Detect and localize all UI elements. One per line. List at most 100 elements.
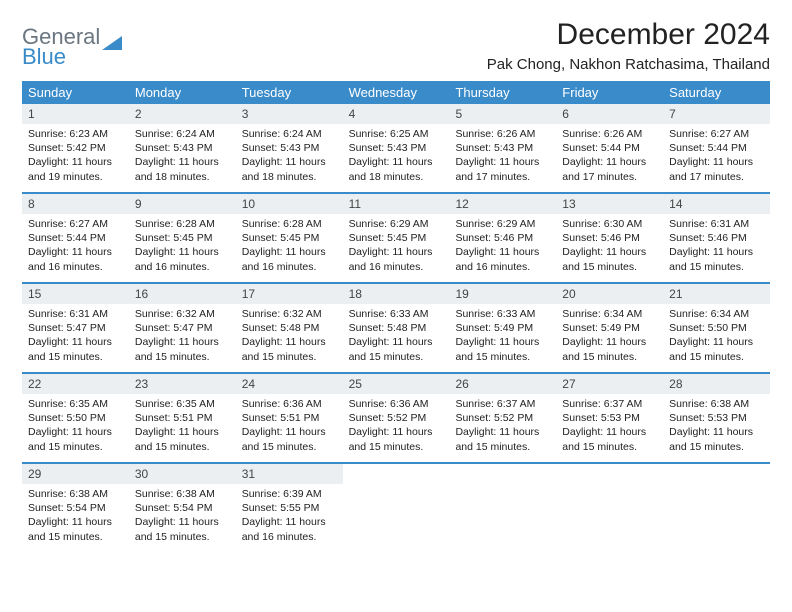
sunrise-text: Sunrise: 6:30 AM — [562, 217, 657, 231]
sunrise-text: Sunrise: 6:37 AM — [562, 397, 657, 411]
daylight-text: Daylight: 11 hours and 15 minutes. — [135, 425, 230, 453]
sunset-text: Sunset: 5:43 PM — [455, 141, 550, 155]
day-cell: 5 Sunrise: 6:26 AMSunset: 5:43 PMDaylight… — [449, 104, 556, 192]
daylight-text: Daylight: 11 hours and 16 minutes. — [28, 245, 123, 273]
day-cell — [663, 464, 770, 552]
sunrise-text: Sunrise: 6:28 AM — [242, 217, 337, 231]
daylight-text: Daylight: 11 hours and 18 minutes. — [349, 155, 444, 183]
dow-cell: Sunday — [22, 81, 129, 104]
daylight-text: Daylight: 11 hours and 15 minutes. — [135, 335, 230, 363]
day-number: 2 — [129, 104, 236, 124]
day-cell: 6Sunrise: 6:26 AMSunset: 5:44 PMDaylight… — [556, 104, 663, 192]
sunrise-text: Sunrise: 6:24 AM — [135, 127, 230, 141]
sunset-text: Sunset: 5:44 PM — [28, 231, 123, 245]
day-number: 15 — [22, 284, 129, 304]
sunrise-text: Sunrise: 6:36 AM — [242, 397, 337, 411]
sunset-text: Sunset: 5:45 PM — [135, 231, 230, 245]
sunrise-text: Sunrise: 6:34 AM — [562, 307, 657, 321]
day-body: Sunrise: 6:28 AMSunset: 5:45 PMDaylight:… — [236, 214, 343, 280]
sunrise-text: Sunrise: 6:26 AM — [562, 127, 657, 141]
day-body: Sunrise: 6:32 AMSunset: 5:48 PMDaylight:… — [236, 304, 343, 370]
dow-cell: Wednesday — [343, 81, 450, 104]
daylight-text: Daylight: 11 hours and 18 minutes. — [242, 155, 337, 183]
day-number: 6 — [556, 104, 663, 124]
day-body: Sunrise: 6:29 AMSunset: 5:45 PMDaylight:… — [343, 214, 450, 280]
sunset-text: Sunset: 5:55 PM — [242, 501, 337, 515]
day-number: 25 — [343, 374, 450, 394]
sunrise-text: Sunrise: 6:38 AM — [669, 397, 764, 411]
sunset-text: Sunset: 5:54 PM — [28, 501, 123, 515]
sunrise-text: Sunrise: 6:36 AM — [349, 397, 444, 411]
day-number: 14 — [663, 194, 770, 214]
day-number: 5 — [449, 104, 556, 124]
location-text: Pak Chong, Nakhon Ratchasima, Thailand — [487, 56, 770, 73]
day-cell: 12Sunrise: 6:29 AMSunset: 5:46 PMDayligh… — [449, 194, 556, 282]
sunrise-text: Sunrise: 6:31 AM — [669, 217, 764, 231]
day-body: Sunrise: 6:23 AMSunset: 5:42 PMDaylight:… — [22, 124, 129, 190]
daylight-text: Daylight: 11 hours and 15 minutes. — [28, 335, 123, 363]
sunset-text: Sunset: 5:46 PM — [455, 231, 550, 245]
daylight-text: Daylight: 11 hours and 17 minutes. — [455, 155, 550, 183]
sunset-text: Sunset: 5:44 PM — [562, 141, 657, 155]
daylight-text: Daylight: 11 hours and 18 minutes. — [135, 155, 230, 183]
month-title: December 2024 — [487, 18, 770, 52]
day-cell: 28Sunrise: 6:38 AMSunset: 5:53 PMDayligh… — [663, 374, 770, 462]
sunrise-text: Sunrise: 6:31 AM — [28, 307, 123, 321]
sunset-text: Sunset: 5:45 PM — [349, 231, 444, 245]
day-body: Sunrise: 6:39 AMSunset: 5:55 PMDaylight:… — [236, 484, 343, 550]
day-cell: 13Sunrise: 6:30 AMSunset: 5:46 PMDayligh… — [556, 194, 663, 282]
daylight-text: Daylight: 11 hours and 19 minutes. — [28, 155, 123, 183]
sunrise-text: Sunrise: 6:24 AM — [242, 127, 337, 141]
daylight-text: Daylight: 11 hours and 16 minutes. — [135, 245, 230, 273]
day-cell: 26Sunrise: 6:37 AMSunset: 5:52 PMDayligh… — [449, 374, 556, 462]
daylight-text: Daylight: 11 hours and 16 minutes. — [242, 515, 337, 543]
header: General December 2024 Pak Chong, Nakhon … — [22, 18, 770, 79]
sunset-text: Sunset: 5:52 PM — [455, 411, 550, 425]
day-cell: 7Sunrise: 6:27 AMSunset: 5:44 PMDaylight… — [663, 104, 770, 192]
day-body: Sunrise: 6:30 AMSunset: 5:46 PMDaylight:… — [556, 214, 663, 280]
day-body: Sunrise: 6:34 AMSunset: 5:49 PMDaylight:… — [556, 304, 663, 370]
day-number: 20 — [556, 284, 663, 304]
day-cell: 9Sunrise: 6:28 AMSunset: 5:45 PMDaylight… — [129, 194, 236, 282]
day-cell: 25Sunrise: 6:36 AMSunset: 5:52 PMDayligh… — [343, 374, 450, 462]
sunrise-text: Sunrise: 6:37 AM — [455, 397, 550, 411]
daylight-text: Daylight: 11 hours and 15 minutes. — [562, 425, 657, 453]
day-cell — [343, 464, 450, 552]
sunrise-text: Sunrise: 6:25 AM — [349, 127, 444, 141]
daylight-text: Daylight: 11 hours and 16 minutes. — [242, 245, 337, 273]
day-cell: 27Sunrise: 6:37 AMSunset: 5:53 PMDayligh… — [556, 374, 663, 462]
sunrise-text: Sunrise: 6:27 AM — [669, 127, 764, 141]
day-number: 31 — [236, 464, 343, 484]
day-body: Sunrise: 6:27 AMSunset: 5:44 PMDaylight:… — [22, 214, 129, 280]
sunset-text: Sunset: 5:53 PM — [562, 411, 657, 425]
sunset-text: Sunset: 5:43 PM — [349, 141, 444, 155]
daylight-text: Daylight: 11 hours and 15 minutes. — [28, 425, 123, 453]
day-body: Sunrise: 6:35 AMSunset: 5:51 PMDaylight:… — [129, 394, 236, 460]
sunset-text: Sunset: 5:49 PM — [455, 321, 550, 335]
daylight-text: Daylight: 11 hours and 15 minutes. — [135, 515, 230, 543]
daylight-text: Daylight: 11 hours and 16 minutes. — [455, 245, 550, 273]
day-body: Sunrise: 6:28 AMSunset: 5:45 PMDaylight:… — [129, 214, 236, 280]
day-body: Sunrise: 6:29 AMSunset: 5:46 PMDaylight:… — [449, 214, 556, 280]
sunset-text: Sunset: 5:45 PM — [242, 231, 337, 245]
daylight-text: Daylight: 11 hours and 17 minutes. — [669, 155, 764, 183]
sunset-text: Sunset: 5:42 PM — [28, 141, 123, 155]
daylight-text: Daylight: 11 hours and 15 minutes. — [242, 335, 337, 363]
sunrise-text: Sunrise: 6:34 AM — [669, 307, 764, 321]
week-row: 29Sunrise: 6:38 AMSunset: 5:54 PMDayligh… — [22, 464, 770, 552]
sunrise-text: Sunrise: 6:29 AM — [349, 217, 444, 231]
logo-triangle-icon — [102, 30, 122, 44]
sunset-text: Sunset: 5:50 PM — [669, 321, 764, 335]
sunrise-text: Sunrise: 6:23 AM — [28, 127, 123, 141]
day-body: Sunrise: 6:37 AMSunset: 5:52 PMDaylight:… — [449, 394, 556, 460]
sunrise-text: Sunrise: 6:27 AM — [28, 217, 123, 231]
sunrise-text: Sunrise: 6:26 AM — [455, 127, 550, 141]
sunset-text: Sunset: 5:46 PM — [669, 231, 764, 245]
sunset-text: Sunset: 5:51 PM — [135, 411, 230, 425]
daylight-text: Daylight: 11 hours and 15 minutes. — [669, 425, 764, 453]
sunrise-text: Sunrise: 6:39 AM — [242, 487, 337, 501]
daylight-text: Daylight: 11 hours and 15 minutes. — [562, 245, 657, 273]
day-cell: 11Sunrise: 6:29 AMSunset: 5:45 PMDayligh… — [343, 194, 450, 282]
day-body: Sunrise: 6:33 AMSunset: 5:49 PMDaylight:… — [449, 304, 556, 370]
daylight-text: Daylight: 11 hours and 15 minutes. — [455, 335, 550, 363]
